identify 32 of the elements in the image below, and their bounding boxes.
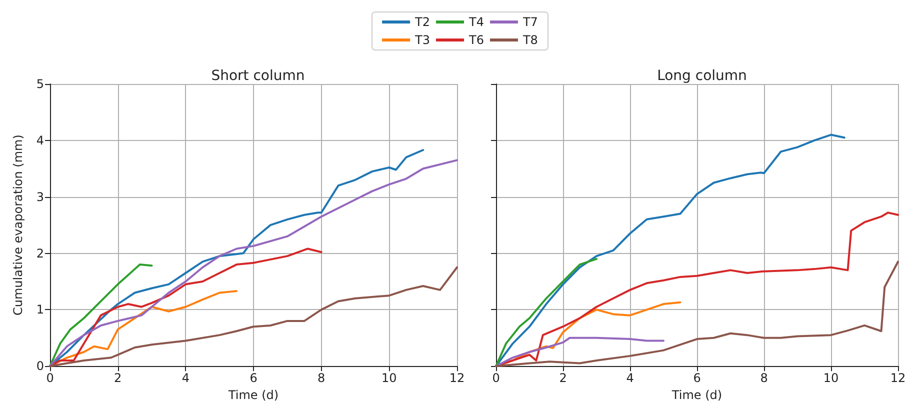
legend-label: T7 — [522, 15, 538, 29]
legend-label: T3 — [414, 33, 430, 47]
legend-label: T4 — [468, 15, 484, 29]
legend-label: T8 — [522, 33, 538, 47]
x-tick-label: 2 — [114, 371, 122, 386]
x-tick-label: 12 — [449, 371, 465, 386]
x-tick-label: 6 — [693, 371, 701, 386]
line-series — [49, 264, 153, 368]
x-tick-label: 0 — [46, 371, 54, 386]
y-tick-label: 1 — [36, 302, 44, 317]
x-tick-label: 10 — [382, 371, 397, 386]
x-tick-label: 12 — [890, 371, 906, 386]
x-tick-label: 4 — [626, 371, 634, 386]
y-tick-label: 5 — [36, 77, 44, 91]
x-tick-label: 2 — [559, 371, 567, 386]
legend-label: T6 — [468, 33, 484, 47]
x-tick-label: 0 — [492, 371, 500, 386]
x-axis-title: Time (d) — [227, 388, 279, 402]
x-axis-title: Time (d) — [670, 388, 722, 402]
x-tick-label: 8 — [760, 371, 768, 386]
y-tick-label: 4 — [36, 133, 44, 148]
chart-title: Short column — [211, 68, 305, 84]
x-tick-label: 6 — [250, 371, 258, 386]
y-tick-label: 0 — [36, 359, 44, 374]
x-tick-label: 10 — [823, 371, 839, 386]
y-axis-title: Cumulative evaporation (mm) — [11, 134, 25, 316]
y-tick-label: 2 — [36, 246, 44, 260]
y-tick-label: 3 — [36, 190, 44, 204]
x-tick-label: 8 — [318, 371, 326, 386]
x-tick-label: 4 — [182, 371, 190, 386]
chart-title: Long column — [657, 68, 747, 84]
legend-label: T2 — [414, 15, 430, 29]
